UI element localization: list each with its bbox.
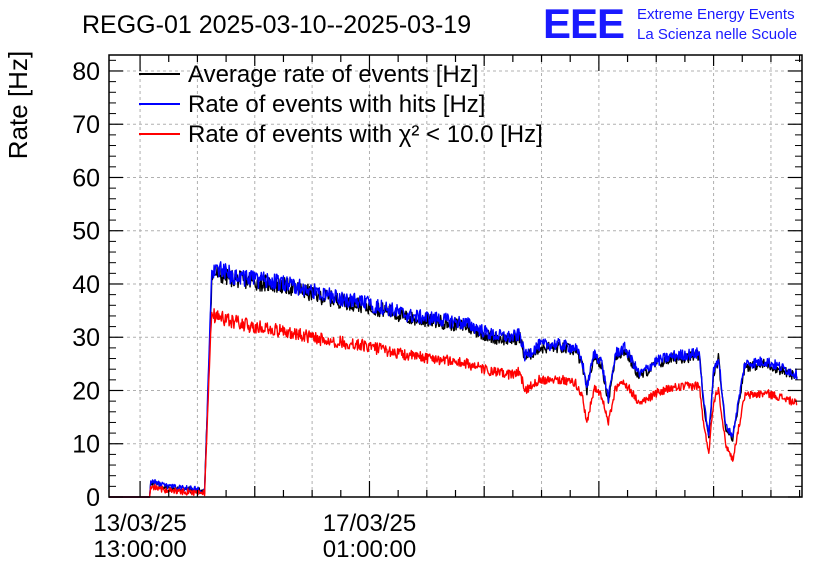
ticks <box>109 55 802 498</box>
y-tick-label: 70 <box>72 111 100 139</box>
eee-logo-mark: EEE <box>543 0 624 47</box>
legend-label: Average rate of events [Hz] <box>188 61 478 88</box>
y-tick-label: 30 <box>72 324 100 352</box>
y-tick-label: 10 <box>72 431 100 459</box>
legend-label: Rate of events with hits [Hz] <box>188 91 485 118</box>
y-tick-label: 50 <box>72 218 100 246</box>
y-tick-label: 80 <box>72 58 100 86</box>
chart-title: REGG-01 2025-03-10--2025-03-19 <box>82 11 471 39</box>
series-line <box>108 261 798 498</box>
legend: Average rate of events [Hz] Rate of event… <box>139 61 543 148</box>
y-tick-label: 60 <box>72 164 100 192</box>
x-tick-label-date: 17/03/25 <box>323 510 416 537</box>
x-tick-label-time: 01:00:00 <box>323 536 416 563</box>
eee-logo: EEE Extreme Energy Events La Scienza nel… <box>543 0 797 47</box>
y-tick-labels: 0 10 20 30 40 50 60 70 80 <box>72 58 100 512</box>
eee-logo-line2: La Scienza nelle Scuole <box>637 26 797 43</box>
grid <box>109 55 802 497</box>
y-tick-label: 40 <box>72 271 100 299</box>
series-line <box>108 266 798 498</box>
y-tick-label: 0 <box>86 484 100 512</box>
series-line <box>108 308 798 498</box>
series-group <box>108 261 798 498</box>
eee-logo-line1: Extreme Energy Events <box>637 6 795 23</box>
legend-label: Rate of events with χ² < 10.0 [Hz] <box>188 121 543 148</box>
x-tick-label-date: 13/03/25 <box>93 510 186 537</box>
y-axis-label: Rate [Hz] <box>3 51 33 159</box>
x-tick-label-time: 13:00:00 <box>93 536 186 563</box>
y-tick-label: 20 <box>72 377 100 405</box>
